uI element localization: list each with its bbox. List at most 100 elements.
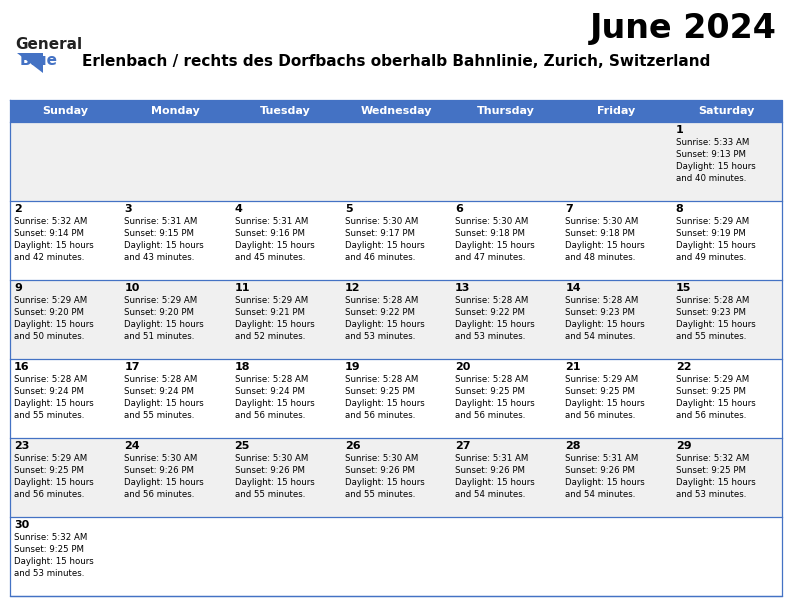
Text: Sunset: 9:14 PM: Sunset: 9:14 PM xyxy=(14,229,84,238)
Text: Sunset: 9:24 PM: Sunset: 9:24 PM xyxy=(124,387,194,396)
Text: 4: 4 xyxy=(234,204,242,214)
Text: and 51 minutes.: and 51 minutes. xyxy=(124,332,195,341)
Text: Daylight: 15 hours: Daylight: 15 hours xyxy=(676,241,756,250)
Text: and 48 minutes.: and 48 minutes. xyxy=(565,253,636,262)
Text: Sunset: 9:18 PM: Sunset: 9:18 PM xyxy=(565,229,635,238)
Text: and 55 minutes.: and 55 minutes. xyxy=(234,490,305,499)
Text: Sunset: 9:17 PM: Sunset: 9:17 PM xyxy=(345,229,415,238)
Text: Daylight: 15 hours: Daylight: 15 hours xyxy=(676,478,756,487)
Text: Tuesday: Tuesday xyxy=(261,106,311,116)
Text: Sunrise: 5:30 AM: Sunrise: 5:30 AM xyxy=(345,217,418,226)
Text: Friday: Friday xyxy=(597,106,636,116)
Text: and 56 minutes.: and 56 minutes. xyxy=(676,411,746,420)
Text: Sunrise: 5:28 AM: Sunrise: 5:28 AM xyxy=(345,296,418,305)
Text: Sunset: 9:22 PM: Sunset: 9:22 PM xyxy=(345,308,415,317)
Text: General: General xyxy=(15,37,82,52)
Text: Sunrise: 5:29 AM: Sunrise: 5:29 AM xyxy=(124,296,197,305)
Text: 19: 19 xyxy=(345,362,360,372)
Text: 5: 5 xyxy=(345,204,352,214)
Text: 1: 1 xyxy=(676,125,683,135)
Text: Daylight: 15 hours: Daylight: 15 hours xyxy=(124,399,204,408)
Text: 8: 8 xyxy=(676,204,683,214)
Text: Daylight: 15 hours: Daylight: 15 hours xyxy=(565,399,645,408)
Text: June 2024: June 2024 xyxy=(590,12,777,45)
Text: Sunrise: 5:29 AM: Sunrise: 5:29 AM xyxy=(14,296,87,305)
Bar xyxy=(341,100,451,122)
Text: Sunrise: 5:30 AM: Sunrise: 5:30 AM xyxy=(455,217,528,226)
Text: Sunset: 9:26 PM: Sunset: 9:26 PM xyxy=(565,466,635,475)
Text: and 50 minutes.: and 50 minutes. xyxy=(14,332,85,341)
Text: 20: 20 xyxy=(455,362,470,372)
Text: and 56 minutes.: and 56 minutes. xyxy=(234,411,305,420)
Text: Daylight: 15 hours: Daylight: 15 hours xyxy=(345,478,425,487)
Text: Sunrise: 5:30 AM: Sunrise: 5:30 AM xyxy=(565,217,639,226)
Text: 10: 10 xyxy=(124,283,139,293)
Bar xyxy=(451,100,562,122)
Text: 16: 16 xyxy=(14,362,29,372)
Text: Saturday: Saturday xyxy=(699,106,755,116)
Text: Daylight: 15 hours: Daylight: 15 hours xyxy=(14,320,93,329)
Text: 15: 15 xyxy=(676,283,691,293)
Text: Daylight: 15 hours: Daylight: 15 hours xyxy=(676,162,756,171)
Text: 13: 13 xyxy=(455,283,470,293)
Text: Sunrise: 5:28 AM: Sunrise: 5:28 AM xyxy=(345,375,418,384)
Text: Sunrise: 5:28 AM: Sunrise: 5:28 AM xyxy=(124,375,198,384)
Bar xyxy=(10,201,782,280)
Text: and 54 minutes.: and 54 minutes. xyxy=(565,332,636,341)
Text: Sunrise: 5:30 AM: Sunrise: 5:30 AM xyxy=(124,454,198,463)
Bar xyxy=(10,280,782,359)
Text: 29: 29 xyxy=(676,441,691,451)
Text: and 49 minutes.: and 49 minutes. xyxy=(676,253,746,262)
Text: Daylight: 15 hours: Daylight: 15 hours xyxy=(345,320,425,329)
Text: Sunrise: 5:31 AM: Sunrise: 5:31 AM xyxy=(455,454,528,463)
Text: Sunset: 9:19 PM: Sunset: 9:19 PM xyxy=(676,229,745,238)
Text: Sunset: 9:24 PM: Sunset: 9:24 PM xyxy=(14,387,84,396)
Text: and 53 minutes.: and 53 minutes. xyxy=(455,332,526,341)
Bar xyxy=(10,359,782,438)
Text: Sunset: 9:25 PM: Sunset: 9:25 PM xyxy=(455,387,525,396)
Text: 22: 22 xyxy=(676,362,691,372)
Text: Sunrise: 5:31 AM: Sunrise: 5:31 AM xyxy=(124,217,198,226)
Text: Daylight: 15 hours: Daylight: 15 hours xyxy=(14,478,93,487)
Text: Sunrise: 5:29 AM: Sunrise: 5:29 AM xyxy=(14,454,87,463)
Bar xyxy=(562,100,672,122)
Text: Sunrise: 5:29 AM: Sunrise: 5:29 AM xyxy=(676,217,749,226)
Text: 2: 2 xyxy=(14,204,21,214)
Text: Sunset: 9:20 PM: Sunset: 9:20 PM xyxy=(124,308,194,317)
Text: Daylight: 15 hours: Daylight: 15 hours xyxy=(345,241,425,250)
Text: Daylight: 15 hours: Daylight: 15 hours xyxy=(455,320,535,329)
Text: Sunrise: 5:28 AM: Sunrise: 5:28 AM xyxy=(565,296,639,305)
Text: Sunrise: 5:28 AM: Sunrise: 5:28 AM xyxy=(455,375,528,384)
Polygon shape xyxy=(17,53,43,73)
Text: 27: 27 xyxy=(455,441,470,451)
Text: 23: 23 xyxy=(14,441,29,451)
Text: and 52 minutes.: and 52 minutes. xyxy=(234,332,305,341)
Text: and 55 minutes.: and 55 minutes. xyxy=(676,332,746,341)
Text: and 53 minutes.: and 53 minutes. xyxy=(14,569,85,578)
Text: Thursday: Thursday xyxy=(478,106,535,116)
Text: Sunset: 9:20 PM: Sunset: 9:20 PM xyxy=(14,308,84,317)
Text: and 56 minutes.: and 56 minutes. xyxy=(124,490,195,499)
Text: 21: 21 xyxy=(565,362,581,372)
Bar xyxy=(672,100,782,122)
Text: 24: 24 xyxy=(124,441,140,451)
Text: Daylight: 15 hours: Daylight: 15 hours xyxy=(234,320,314,329)
Text: Sunset: 9:26 PM: Sunset: 9:26 PM xyxy=(345,466,415,475)
Text: Sunset: 9:13 PM: Sunset: 9:13 PM xyxy=(676,150,746,159)
Text: Daylight: 15 hours: Daylight: 15 hours xyxy=(234,241,314,250)
Text: Sunrise: 5:32 AM: Sunrise: 5:32 AM xyxy=(676,454,749,463)
Text: 18: 18 xyxy=(234,362,250,372)
Text: Daylight: 15 hours: Daylight: 15 hours xyxy=(124,320,204,329)
Text: and 42 minutes.: and 42 minutes. xyxy=(14,253,85,262)
Bar xyxy=(10,100,120,122)
Text: Sunset: 9:25 PM: Sunset: 9:25 PM xyxy=(345,387,415,396)
Text: Daylight: 15 hours: Daylight: 15 hours xyxy=(565,478,645,487)
Text: 25: 25 xyxy=(234,441,250,451)
Text: Sunrise: 5:28 AM: Sunrise: 5:28 AM xyxy=(14,375,87,384)
Text: and 55 minutes.: and 55 minutes. xyxy=(345,490,415,499)
Text: 9: 9 xyxy=(14,283,22,293)
Text: and 47 minutes.: and 47 minutes. xyxy=(455,253,526,262)
Text: Erlenbach / rechts des Dorfbachs oberhalb Bahnlinie, Zurich, Switzerland: Erlenbach / rechts des Dorfbachs oberhal… xyxy=(82,54,710,69)
Text: Sunrise: 5:33 AM: Sunrise: 5:33 AM xyxy=(676,138,749,147)
Text: and 40 minutes.: and 40 minutes. xyxy=(676,174,746,183)
